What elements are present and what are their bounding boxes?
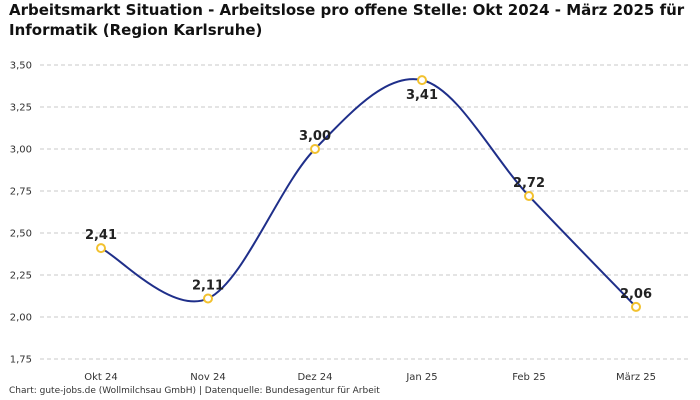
data-label: 2,72 (513, 176, 545, 191)
data-label: 3,41 (406, 88, 438, 103)
data-point (417, 75, 427, 86)
data-label: 2,11 (192, 279, 224, 294)
x-axis-ticks: Okt 24 Nov 24 Dez 24 Jan 25 Feb 25 März 25 (84, 372, 656, 383)
x-tick-label: März 25 (616, 372, 656, 383)
y-tick-label: 3,00 (10, 145, 32, 156)
data-label: 2,06 (620, 287, 652, 302)
source-note: Chart: gute-jobs.de (Wollmilchsau GmbH) … (9, 386, 380, 396)
y-tick-label: 2,75 (10, 187, 32, 198)
y-tick-label: 3,50 (10, 61, 32, 72)
x-tick-label: Dez 24 (297, 372, 332, 383)
data-point (203, 293, 213, 304)
data-point (631, 301, 641, 312)
data-point (524, 191, 534, 202)
data-point (96, 243, 106, 254)
chart-title: Arbeitsmarkt Situation - Arbeitslose pro… (9, 1, 685, 39)
x-tick-label: Nov 24 (190, 372, 225, 383)
y-tick-label: 3,25 (10, 103, 32, 114)
data-markers (96, 75, 641, 312)
data-label: 3,00 (299, 129, 331, 144)
y-axis-ticks: 1,75 2,00 2,25 2,50 2,75 3,00 3,25 3,50 (10, 61, 32, 366)
series-line (100, 78, 637, 308)
y-tick-label: 2,50 (10, 229, 32, 240)
x-tick-label: Feb 25 (512, 372, 546, 383)
y-tick-label: 1,75 (10, 355, 32, 366)
y-tick-label: 2,00 (10, 313, 32, 324)
x-tick-label: Okt 24 (84, 372, 118, 383)
y-tick-label: 2,25 (10, 271, 32, 282)
data-point (310, 144, 320, 154)
data-labels: 2,41 2,11 3,00 3,41 2,72 2,06 (85, 88, 652, 302)
gridlines (40, 64, 690, 360)
data-label: 2,41 (85, 228, 117, 243)
x-tick-label: Jan 25 (405, 372, 437, 383)
